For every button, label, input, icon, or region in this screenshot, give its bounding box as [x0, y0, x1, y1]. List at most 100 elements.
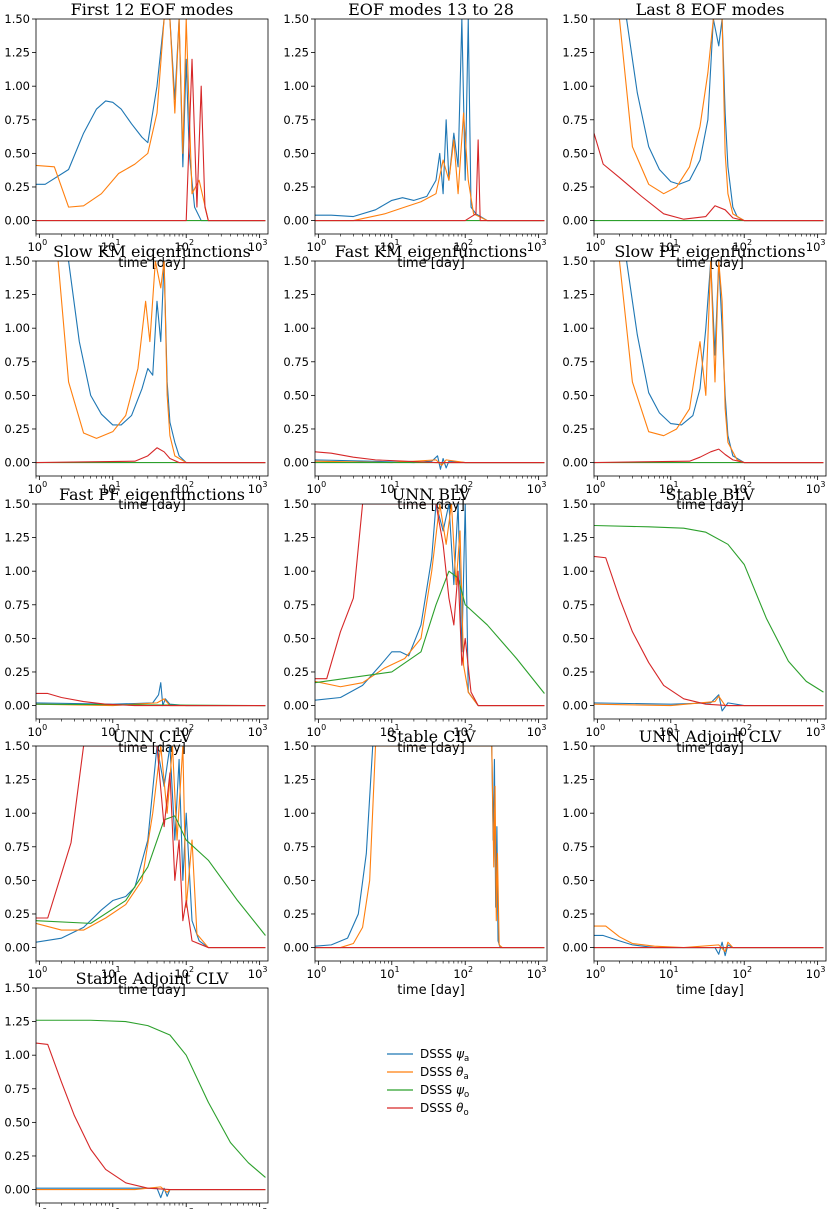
subplot-title: Stable BLV — [666, 485, 755, 504]
x-tick-label: 100 — [585, 480, 605, 496]
axes-frame — [314, 745, 548, 962]
y-tick-label: 0.25 — [4, 422, 30, 436]
y-tick-label: 0.50 — [4, 631, 30, 645]
series-group — [36, 682, 266, 707]
x-axis-label: time [day] — [118, 498, 186, 513]
x-minor-ticks — [35, 476, 257, 479]
x-axis-label: time [day] — [397, 256, 465, 271]
series-line-psi-a — [594, 694, 824, 712]
y-tick-label: 0.00 — [4, 699, 30, 713]
x-tick-label: 103 — [248, 480, 268, 496]
subplot-2: EOF modes 13 to 28 0.00 0.25 0.50 0.75 1.00 1.… — [283, 0, 548, 271]
y-tick-label: 0.50 — [283, 631, 309, 645]
series-group — [315, 504, 545, 707]
y-tick-label: 1.25 — [4, 288, 30, 302]
subplot-title: UNN Adjoint CLV — [639, 727, 782, 746]
x-minor-ticks — [314, 719, 536, 722]
x-tick-label: 102 — [453, 723, 473, 739]
y-tick-label: 0.50 — [283, 873, 309, 887]
subplot-13: Stable Adjoint CLV 0.00 0.25 0.50 0.75 1.00 1.… — [4, 969, 269, 1209]
series-group — [594, 524, 824, 712]
y-tick-label: 1.50 — [4, 981, 30, 995]
y-tick-label: 1.25 — [4, 531, 30, 545]
y-tick-label: 0.50 — [562, 388, 588, 402]
series-line-theta-o — [315, 139, 545, 222]
y-tick-label: 1.00 — [562, 564, 588, 578]
axes-frame — [35, 260, 269, 477]
y-tick-label: 1.25 — [4, 1015, 30, 1029]
y-tick-label: 1.50 — [283, 497, 309, 511]
subplot-title: Stable Adjoint CLV — [76, 969, 229, 988]
x-tick-label: 100 — [306, 723, 326, 739]
x-tick-label: 101 — [101, 238, 121, 254]
x-axis-label: time [day] — [676, 741, 744, 756]
series-line-theta-o — [36, 746, 266, 949]
series-line-psi-a — [626, 261, 824, 464]
x-tick-label: 103 — [527, 238, 547, 254]
series-line-psi-o — [315, 570, 545, 694]
axes-frame — [35, 987, 269, 1204]
subplot-7: Fast PF eigenfunctions 0.00 0.25 0.50 0.75 1.… — [4, 485, 269, 756]
y-tick-label: 0.50 — [562, 146, 588, 160]
series-line-theta-o — [594, 133, 824, 222]
x-tick-label: 102 — [174, 1207, 194, 1209]
series-group — [594, 261, 824, 464]
y-tick-label: 0.75 — [4, 113, 30, 127]
y-tick-label: 0.50 — [562, 873, 588, 887]
subplot-title: EOF modes 13 to 28 — [348, 0, 514, 19]
axes-frame — [35, 745, 269, 962]
x-minor-ticks — [314, 961, 536, 964]
y-tick-label: 0.25 — [562, 422, 588, 436]
y-tick-label: 0.75 — [283, 840, 309, 854]
subplot-title: Fast PF eigenfunctions — [59, 485, 245, 504]
legend-item-theta-o: DSSS θo — [387, 1101, 469, 1118]
y-tick-label: 1.00 — [562, 806, 588, 820]
series-group — [36, 746, 266, 949]
x-tick-label: 103 — [248, 238, 268, 254]
subplot-12: UNN Adjoint CLV 0.00 0.25 0.50 0.75 1.00 1.25 1… — [562, 727, 827, 998]
y-tick-label: 0.50 — [4, 873, 30, 887]
series-line-psi-a — [315, 19, 545, 222]
subplot-title: Slow KM eigenfunctions — [53, 242, 251, 261]
y-tick-label: 1.50 — [562, 254, 588, 268]
series-line-theta-a — [57, 261, 266, 464]
subplot-6: Slow PF eigenfunctions 0.00 0.25 0.50 0.75 1.… — [562, 242, 827, 513]
series-group — [594, 19, 824, 222]
x-tick-label: 101 — [101, 965, 121, 981]
y-tick-label: 1.50 — [283, 739, 309, 753]
y-tick-label: 0.75 — [562, 113, 588, 127]
y-tick-label: 0.25 — [562, 665, 588, 679]
legend-item-theta-a: DSSS θa — [387, 1065, 469, 1082]
x-tick-label: 103 — [527, 480, 547, 496]
subplot-title: Slow PF eigenfunctions — [614, 242, 805, 261]
y-tick-label: 1.25 — [283, 288, 309, 302]
x-tick-label: 100 — [27, 480, 47, 496]
x-tick-label: 102 — [732, 723, 752, 739]
y-tick-label: 1.50 — [562, 497, 588, 511]
x-tick-label: 102 — [174, 723, 194, 739]
series-line-theta-o — [36, 447, 266, 464]
y-tick-label: 1.00 — [283, 321, 309, 335]
y-tick-label: 0.25 — [283, 907, 309, 921]
y-tick-label: 0.00 — [4, 941, 30, 955]
series-line-theta-o — [315, 504, 545, 707]
x-tick-label: 103 — [527, 723, 547, 739]
series-line-theta-a — [618, 19, 824, 222]
x-tick-label: 100 — [306, 965, 326, 981]
x-tick-label: 102 — [732, 480, 752, 496]
y-tick-label: 1.50 — [4, 12, 30, 26]
legend-label: DSSS ψo — [420, 1083, 469, 1100]
y-tick-label: 0.00 — [4, 1183, 30, 1197]
subplot-title: Fast KM eigenfunctions — [335, 242, 528, 261]
series-group — [315, 746, 545, 949]
series-line-theta-a — [36, 19, 266, 222]
series-line-theta-a — [36, 746, 266, 949]
y-tick-label: 1.00 — [562, 79, 588, 93]
series-line-theta-o — [315, 451, 545, 464]
x-axis-label: time [day] — [397, 983, 465, 998]
y-tick-label: 0.25 — [562, 907, 588, 921]
series-group — [594, 925, 824, 957]
